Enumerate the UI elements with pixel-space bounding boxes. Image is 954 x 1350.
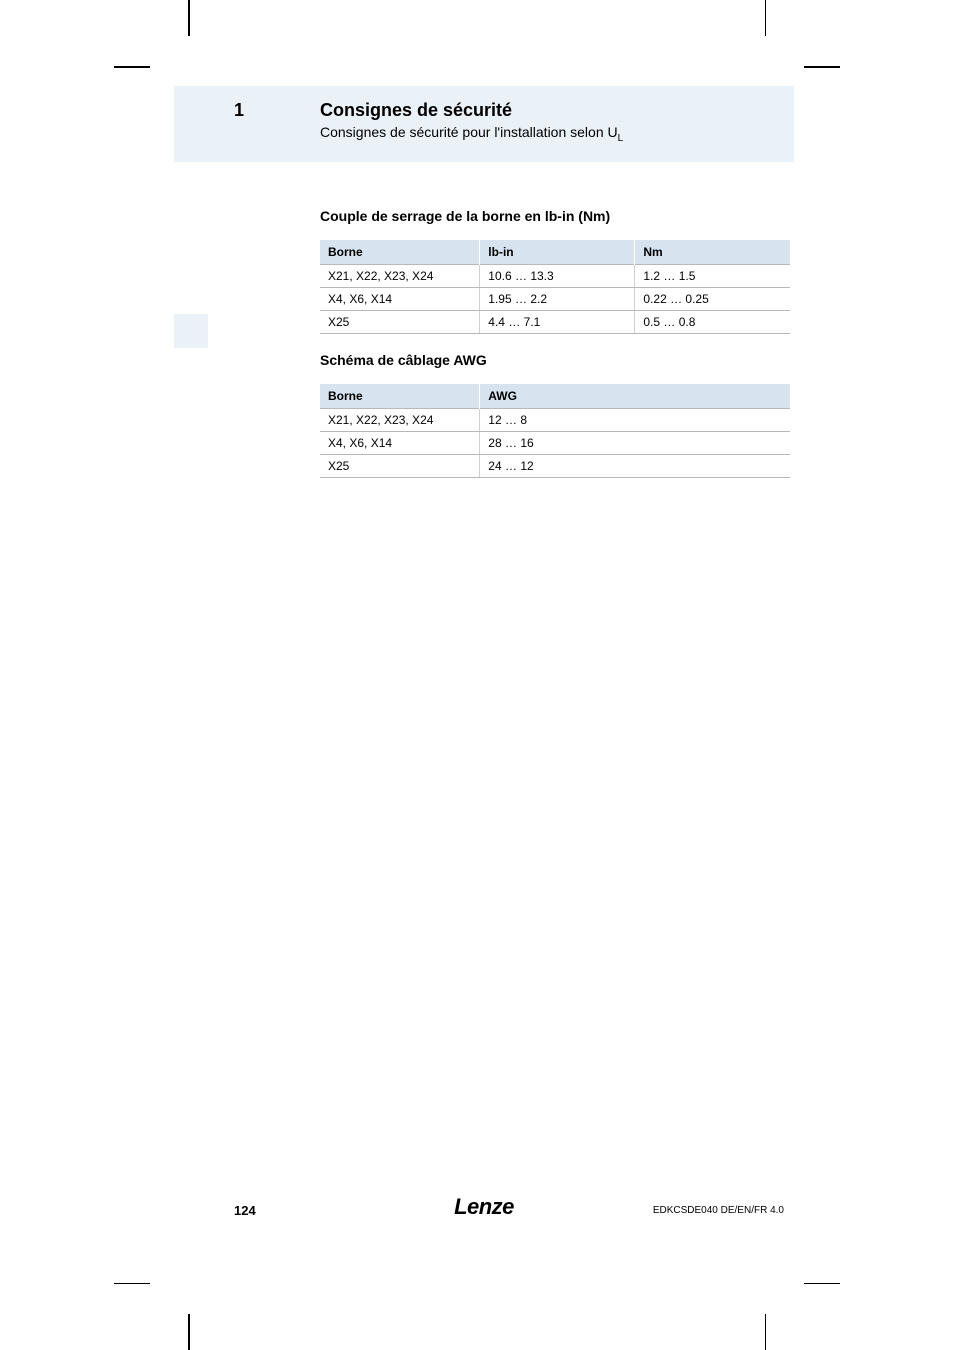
cell: 12 … 8 xyxy=(480,409,790,432)
cell: X25 xyxy=(320,311,480,334)
awg-heading: Schéma de câblage AWG xyxy=(320,352,790,368)
cell: X4, X6, X14 xyxy=(320,432,480,455)
content-area: Couple de serrage de la borne en lb-in (… xyxy=(320,208,790,496)
cell: X21, X22, X23, X24 xyxy=(320,409,480,432)
doc-code: EDKCSDE040 DE/EN/FR 4.0 xyxy=(653,1205,784,1216)
col-header: Nm xyxy=(635,240,790,265)
cell: 4.4 … 7.1 xyxy=(480,311,635,334)
chapter-title: Consignes de sécurité xyxy=(320,100,512,121)
col-header: Borne xyxy=(320,240,480,265)
brand-logo: Lenze xyxy=(454,1194,514,1220)
cell: X25 xyxy=(320,455,480,478)
crop-mark xyxy=(188,1314,190,1350)
cell: 10.6 … 13.3 xyxy=(480,265,635,288)
cell: 1.95 … 2.2 xyxy=(480,288,635,311)
table-header-row: Borne AWG xyxy=(320,384,790,409)
crop-mark xyxy=(114,66,150,68)
side-marker xyxy=(174,314,208,348)
cell: 0.22 … 0.25 xyxy=(635,288,790,311)
table-row: X25 24 … 12 xyxy=(320,455,790,478)
table-header-row: Borne lb-in Nm xyxy=(320,240,790,265)
crop-mark xyxy=(804,66,840,68)
col-header: Borne xyxy=(320,384,480,409)
table-row: X21, X22, X23, X24 12 … 8 xyxy=(320,409,790,432)
torque-heading: Couple de serrage de la borne en lb-in (… xyxy=(320,208,790,224)
cell: X4, X6, X14 xyxy=(320,288,480,311)
table-row: X21, X22, X23, X24 10.6 … 13.3 1.2 … 1.5 xyxy=(320,265,790,288)
chapter-number: 1 xyxy=(234,100,244,121)
table-row: X4, X6, X14 28 … 16 xyxy=(320,432,790,455)
footer: 124 Lenze EDKCSDE040 DE/EN/FR 4.0 xyxy=(174,1194,794,1218)
subtitle-subscript: L xyxy=(618,133,624,144)
crop-mark xyxy=(114,1283,150,1285)
crop-mark xyxy=(765,1314,767,1350)
col-header: lb-in xyxy=(480,240,635,265)
cell: 0.5 … 0.8 xyxy=(635,311,790,334)
cell: 1.2 … 1.5 xyxy=(635,265,790,288)
page-number: 124 xyxy=(234,1203,256,1218)
crop-mark xyxy=(765,0,767,36)
awg-table: Borne AWG X21, X22, X23, X24 12 … 8 X4, … xyxy=(320,384,790,478)
crop-mark xyxy=(804,1283,840,1285)
torque-table: Borne lb-in Nm X21, X22, X23, X24 10.6 …… xyxy=(320,240,790,334)
chapter-subtitle: Consignes de sécurité pour l'installatio… xyxy=(320,124,623,144)
cell: 28 … 16 xyxy=(480,432,790,455)
crop-mark xyxy=(188,0,190,36)
table-row: X25 4.4 … 7.1 0.5 … 0.8 xyxy=(320,311,790,334)
col-header: AWG xyxy=(480,384,790,409)
cell: 24 … 12 xyxy=(480,455,790,478)
subtitle-text: Consignes de sécurité pour l'installatio… xyxy=(320,124,618,140)
cell: X21, X22, X23, X24 xyxy=(320,265,480,288)
table-row: X4, X6, X14 1.95 … 2.2 0.22 … 0.25 xyxy=(320,288,790,311)
